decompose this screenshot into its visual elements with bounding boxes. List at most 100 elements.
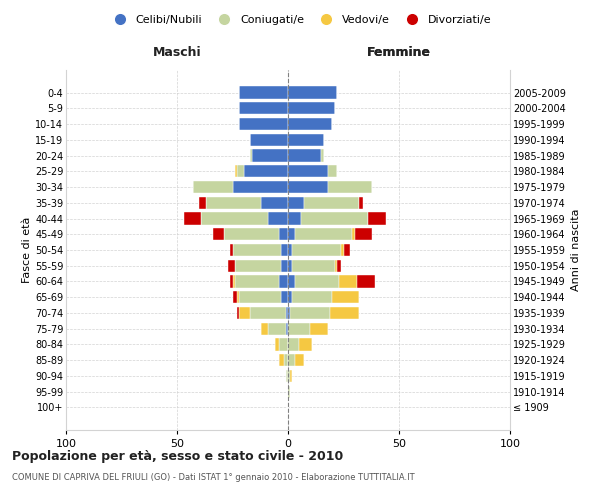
Bar: [288, 150, 322, 162]
Bar: [281, 260, 288, 272]
Bar: [235, 165, 237, 177]
Bar: [237, 165, 244, 177]
Bar: [339, 276, 357, 287]
Text: Femmine: Femmine: [367, 46, 431, 59]
Bar: [279, 276, 288, 287]
Bar: [322, 150, 323, 162]
Bar: [292, 291, 332, 304]
Bar: [239, 118, 288, 130]
Bar: [230, 276, 233, 287]
Bar: [288, 354, 295, 366]
Bar: [237, 307, 239, 319]
Bar: [357, 276, 374, 287]
Bar: [237, 291, 239, 304]
Bar: [288, 338, 299, 350]
Bar: [275, 338, 279, 350]
Bar: [292, 260, 335, 272]
Bar: [288, 291, 292, 304]
Bar: [224, 228, 279, 240]
Bar: [337, 260, 341, 272]
Bar: [292, 244, 341, 256]
Text: Maschi: Maschi: [152, 46, 202, 59]
Legend: Celibi/Nubili, Coniugati/e, Vedovi/e, Divorziati/e: Celibi/Nubili, Coniugati/e, Vedovi/e, Di…: [104, 10, 496, 29]
Bar: [193, 181, 233, 193]
Bar: [343, 244, 350, 256]
Bar: [268, 322, 286, 335]
Bar: [288, 102, 335, 115]
Bar: [332, 291, 359, 304]
Bar: [328, 181, 373, 193]
Bar: [250, 150, 253, 162]
Bar: [232, 244, 281, 256]
Bar: [239, 307, 250, 319]
Bar: [288, 322, 310, 335]
Bar: [352, 228, 355, 240]
Text: Femmine: Femmine: [367, 46, 431, 59]
Bar: [281, 244, 288, 256]
Bar: [250, 307, 286, 319]
Bar: [288, 386, 290, 398]
Bar: [328, 165, 337, 177]
Bar: [301, 212, 368, 224]
Bar: [279, 228, 288, 240]
Bar: [206, 196, 262, 209]
Bar: [288, 86, 337, 99]
Y-axis label: Fasce di età: Fasce di età: [22, 217, 32, 283]
Bar: [290, 307, 330, 319]
Bar: [281, 291, 288, 304]
Bar: [288, 196, 304, 209]
Bar: [239, 102, 288, 115]
Bar: [290, 370, 292, 382]
Bar: [279, 338, 288, 350]
Bar: [244, 165, 288, 177]
Bar: [233, 291, 237, 304]
Bar: [335, 260, 337, 272]
Bar: [288, 181, 328, 193]
Bar: [288, 307, 290, 319]
Bar: [304, 196, 359, 209]
Bar: [330, 307, 359, 319]
Bar: [341, 244, 343, 256]
Bar: [253, 150, 288, 162]
Bar: [230, 244, 233, 256]
Bar: [212, 228, 224, 240]
Bar: [359, 196, 364, 209]
Bar: [288, 134, 323, 146]
Bar: [295, 276, 339, 287]
Bar: [239, 86, 288, 99]
Bar: [286, 370, 288, 382]
Bar: [228, 260, 235, 272]
Bar: [299, 338, 313, 350]
Bar: [262, 322, 268, 335]
Bar: [288, 370, 290, 382]
Bar: [286, 322, 288, 335]
Bar: [288, 165, 328, 177]
Bar: [239, 291, 281, 304]
Bar: [286, 307, 288, 319]
Bar: [279, 354, 284, 366]
Bar: [250, 134, 288, 146]
Bar: [262, 196, 288, 209]
Bar: [233, 276, 235, 287]
Bar: [288, 212, 301, 224]
Bar: [295, 228, 352, 240]
Bar: [202, 212, 268, 224]
Bar: [368, 212, 386, 224]
Text: Popolazione per età, sesso e stato civile - 2010: Popolazione per età, sesso e stato civil…: [12, 450, 343, 463]
Text: COMUNE DI CAPRIVA DEL FRIULI (GO) - Dati ISTAT 1° gennaio 2010 - Elaborazione TU: COMUNE DI CAPRIVA DEL FRIULI (GO) - Dati…: [12, 472, 415, 482]
Y-axis label: Anni di nascita: Anni di nascita: [571, 209, 581, 291]
Bar: [355, 228, 373, 240]
Bar: [288, 276, 295, 287]
Bar: [310, 322, 328, 335]
Bar: [288, 118, 332, 130]
Bar: [199, 196, 206, 209]
Bar: [284, 354, 288, 366]
Bar: [288, 260, 292, 272]
Bar: [268, 212, 288, 224]
Bar: [184, 212, 202, 224]
Bar: [288, 244, 292, 256]
Bar: [288, 228, 295, 240]
Bar: [235, 260, 281, 272]
Bar: [233, 181, 288, 193]
Bar: [235, 276, 279, 287]
